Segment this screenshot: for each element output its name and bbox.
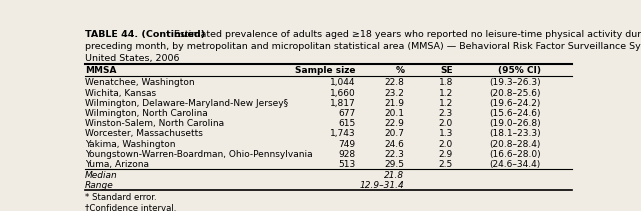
Text: Estimated prevalence of adults aged ≥18 years who reported no leisure-time physi: Estimated prevalence of adults aged ≥18 … bbox=[171, 30, 641, 39]
Text: 21.8: 21.8 bbox=[385, 171, 404, 180]
Text: Yakima, Washington: Yakima, Washington bbox=[85, 140, 176, 149]
Text: 20.1: 20.1 bbox=[385, 109, 404, 118]
Text: (20.8–25.6): (20.8–25.6) bbox=[489, 89, 541, 97]
Text: 22.3: 22.3 bbox=[385, 150, 404, 159]
Text: United States, 2006: United States, 2006 bbox=[85, 54, 179, 63]
Text: (95% CI): (95% CI) bbox=[497, 66, 541, 75]
Text: 1.2: 1.2 bbox=[439, 99, 453, 108]
Text: 2.9: 2.9 bbox=[439, 150, 453, 159]
Text: %: % bbox=[395, 66, 404, 75]
Text: 1,044: 1,044 bbox=[330, 78, 356, 87]
Text: 1.3: 1.3 bbox=[438, 130, 453, 138]
Text: 23.2: 23.2 bbox=[385, 89, 404, 97]
Text: (20.8–28.4): (20.8–28.4) bbox=[489, 140, 541, 149]
Text: 615: 615 bbox=[338, 119, 356, 128]
Text: Range: Range bbox=[85, 181, 114, 190]
Text: 677: 677 bbox=[338, 109, 356, 118]
Text: (18.1–23.3): (18.1–23.3) bbox=[489, 130, 541, 138]
Text: 21.9: 21.9 bbox=[385, 99, 404, 108]
Text: Wilmington, North Carolina: Wilmington, North Carolina bbox=[85, 109, 208, 118]
Text: 2.3: 2.3 bbox=[439, 109, 453, 118]
Text: Wichita, Kansas: Wichita, Kansas bbox=[85, 89, 156, 97]
Text: Median: Median bbox=[85, 171, 118, 180]
Text: (16.6–28.0): (16.6–28.0) bbox=[489, 150, 541, 159]
Text: 29.5: 29.5 bbox=[385, 160, 404, 169]
Text: 2.5: 2.5 bbox=[439, 160, 453, 169]
Text: 513: 513 bbox=[338, 160, 356, 169]
Text: * Standard error.: * Standard error. bbox=[85, 193, 156, 202]
Text: (24.6–34.4): (24.6–34.4) bbox=[490, 160, 541, 169]
Text: 2.0: 2.0 bbox=[439, 119, 453, 128]
Text: preceding month, by metropolitan and micropolitan statistical area (MMSA) — Beha: preceding month, by metropolitan and mic… bbox=[85, 42, 641, 51]
Text: 22.9: 22.9 bbox=[385, 119, 404, 128]
Text: 1,743: 1,743 bbox=[330, 130, 356, 138]
Text: 1.2: 1.2 bbox=[439, 89, 453, 97]
Text: TABLE 44. (Continued): TABLE 44. (Continued) bbox=[85, 30, 205, 39]
Text: Youngstown-Warren-Boardman, Ohio-Pennsylvania: Youngstown-Warren-Boardman, Ohio-Pennsyl… bbox=[85, 150, 313, 159]
Text: Winston-Salem, North Carolina: Winston-Salem, North Carolina bbox=[85, 119, 224, 128]
Text: Wenatchee, Washington: Wenatchee, Washington bbox=[85, 78, 195, 87]
Text: 1.8: 1.8 bbox=[438, 78, 453, 87]
Text: Wilmington, Delaware-Maryland-New Jersey§: Wilmington, Delaware-Maryland-New Jersey… bbox=[85, 99, 288, 108]
Text: Worcester, Massachusetts: Worcester, Massachusetts bbox=[85, 130, 203, 138]
Text: 1,817: 1,817 bbox=[330, 99, 356, 108]
Text: 1,660: 1,660 bbox=[330, 89, 356, 97]
Text: 749: 749 bbox=[338, 140, 356, 149]
Text: Yuma, Arizona: Yuma, Arizona bbox=[85, 160, 149, 169]
Text: 22.8: 22.8 bbox=[385, 78, 404, 87]
Text: (19.6–24.2): (19.6–24.2) bbox=[489, 99, 541, 108]
Text: 12.9–31.4: 12.9–31.4 bbox=[360, 181, 404, 190]
Text: 24.6: 24.6 bbox=[385, 140, 404, 149]
Text: Sample size: Sample size bbox=[296, 66, 356, 75]
Text: MMSA: MMSA bbox=[85, 66, 117, 75]
Text: †Confidence interval.: †Confidence interval. bbox=[85, 203, 176, 211]
Text: (19.0–26.8): (19.0–26.8) bbox=[489, 119, 541, 128]
Text: (19.3–26.3): (19.3–26.3) bbox=[489, 78, 541, 87]
Text: SE: SE bbox=[440, 66, 453, 75]
Text: (15.6–24.6): (15.6–24.6) bbox=[489, 109, 541, 118]
Text: 928: 928 bbox=[338, 150, 356, 159]
Text: 2.0: 2.0 bbox=[439, 140, 453, 149]
Text: 20.7: 20.7 bbox=[385, 130, 404, 138]
